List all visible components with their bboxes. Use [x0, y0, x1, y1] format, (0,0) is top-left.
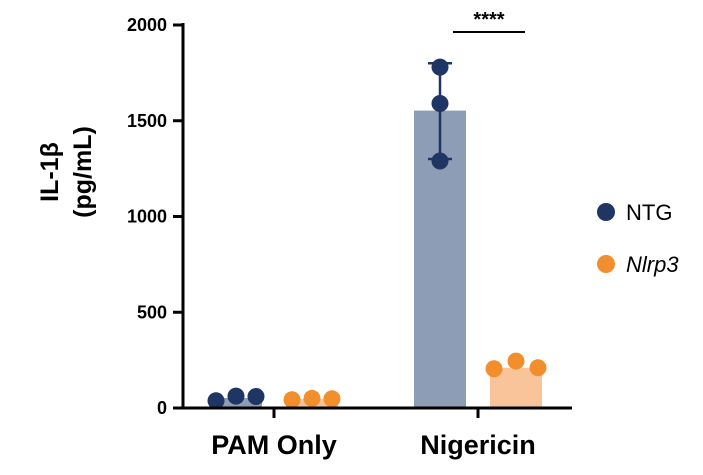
legend-label: Nlrp3 [626, 252, 679, 277]
y-tick-label: 0 [157, 398, 167, 418]
data-point-nlrp3 [323, 390, 341, 408]
y-tick-label: 1500 [127, 111, 167, 131]
legend-marker [597, 255, 615, 273]
x-tick-label-pam-only: PAM Only [211, 430, 337, 460]
significance-label: **** [473, 9, 504, 31]
y-axis-label-line2: (pg/mL) [69, 126, 97, 218]
data-point-ntg [227, 387, 245, 405]
y-tick-label: 2000 [127, 15, 167, 35]
x-tick-labels: PAM Only Nigericin [211, 408, 536, 460]
legend-item-ntg: NTG [597, 200, 672, 225]
data-point-ntg [207, 392, 225, 410]
significance-annotations: **** [453, 9, 525, 33]
x-tick-label-nigericin: Nigericin [420, 430, 536, 460]
data-point-ntg [247, 388, 265, 406]
data-points-layer [207, 58, 547, 410]
y-tick-label: 500 [137, 302, 167, 322]
data-point-nlrp3 [283, 391, 301, 409]
data-point-nlrp3 [507, 352, 525, 370]
y-axis-label: IL-1β (pg/mL) [36, 126, 97, 218]
legend: NTG Nlrp3 [597, 200, 679, 277]
data-point-ntg [431, 58, 449, 76]
bars-layer [210, 110, 542, 409]
y-ticks: 0 500 1000 1500 2000 [127, 15, 183, 418]
legend-item-nlrp3: Nlrp3 [597, 252, 679, 277]
data-point-ntg [431, 95, 449, 113]
y-axis-label-line1: IL-1β [36, 142, 64, 202]
data-point-nlrp3 [485, 360, 503, 378]
axes [181, 23, 572, 410]
data-point-ntg [431, 152, 449, 170]
legend-marker [597, 203, 615, 221]
data-point-nlrp3 [303, 389, 321, 407]
y-tick-label: 1000 [127, 207, 167, 227]
data-point-nlrp3 [529, 359, 547, 377]
legend-label: NTG [626, 200, 672, 225]
